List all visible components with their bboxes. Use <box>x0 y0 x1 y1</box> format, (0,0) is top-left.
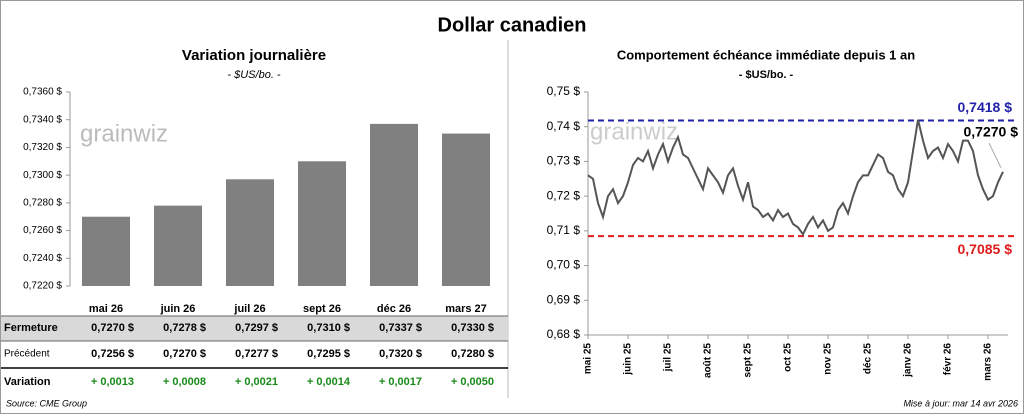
source: Source: CME Group <box>6 398 87 408</box>
leader <box>988 142 1002 169</box>
y-tick-label: 0,73 $ <box>547 154 581 168</box>
y-tick-label: 0,69 $ <box>547 292 581 306</box>
x-tick-label: juil 25 <box>663 343 674 373</box>
cell: + 0,0013 <box>91 376 134 388</box>
cell: 0,7310 $ <box>307 322 350 334</box>
y-tick-label: 0,7240 $ <box>23 253 62 264</box>
y-tick-label: 0,7360 $ <box>23 87 62 98</box>
x-tick-label: sept 25 <box>743 343 754 378</box>
reference-label: 0,7085 $ <box>958 241 1013 257</box>
cell: 0,7270 $ <box>163 348 206 360</box>
bar <box>226 179 274 286</box>
x-tick-label: sept 26 <box>303 303 341 315</box>
cell: 0,7256 $ <box>91 348 134 360</box>
chart-title: Comportement échéance immédiate depuis 1… <box>617 47 915 62</box>
y-tick-label: 0,7300 $ <box>23 170 62 181</box>
y-tick-label: 0,7320 $ <box>23 142 62 153</box>
y-tick-label: 0,71 $ <box>547 223 581 237</box>
bar <box>298 161 346 286</box>
y-tick-label: 0,75 $ <box>547 84 581 98</box>
x-tick-label: juin 25 <box>623 343 634 376</box>
x-tick-label: juil 26 <box>233 303 265 315</box>
x-tick-label: mars 27 <box>445 303 487 315</box>
y-tick-label: 0,74 $ <box>547 119 581 133</box>
x-tick-label: déc 25 <box>863 343 874 375</box>
x-tick-label: mai 26 <box>89 303 123 315</box>
cell: 0,7297 $ <box>235 322 278 334</box>
x-tick-label: mars 26 <box>983 343 994 381</box>
y-tick-label: 0,7280 $ <box>23 197 62 208</box>
cell: 0,7320 $ <box>379 348 422 360</box>
cell: + 0,0050 <box>451 376 494 388</box>
chart-subtitle: - $US/bo. - <box>227 69 281 81</box>
cell: + 0,0014 <box>307 376 351 388</box>
cell: 0,7280 $ <box>451 348 494 360</box>
cell: + 0,0017 <box>379 376 422 388</box>
bar <box>82 216 130 286</box>
x-tick-label: déc 26 <box>377 303 411 315</box>
y-tick-label: 0,70 $ <box>547 258 581 272</box>
cell: 0,7337 $ <box>379 322 422 334</box>
row-label: Variation <box>4 376 51 388</box>
x-tick-label: nov 25 <box>823 343 834 375</box>
cell: + 0,0008 <box>163 376 206 388</box>
row-label: Précédent <box>4 349 50 360</box>
updated: Mise à jour: mar 14 avr 2026 <box>903 398 1018 408</box>
x-tick-label: oct 25 <box>783 343 794 372</box>
cell: 0,7270 $ <box>91 322 134 334</box>
x-tick-label: janv 26 <box>903 343 914 378</box>
cell: 0,7277 $ <box>235 348 278 360</box>
chart-subtitle: - $US/bo. - <box>739 69 794 81</box>
bar <box>154 205 202 286</box>
y-tick-label: 0,7340 $ <box>23 114 62 125</box>
cell: 0,7330 $ <box>451 322 494 334</box>
cell: 0,7278 $ <box>163 322 206 334</box>
x-tick-label: juin 26 <box>160 303 196 315</box>
last-value-label: 0,7270 $ <box>964 124 1019 140</box>
bar <box>370 123 418 286</box>
x-tick-label: août 25 <box>703 343 714 378</box>
row-bg <box>1 316 508 341</box>
x-tick-label: mai 25 <box>583 343 594 375</box>
bar <box>442 133 490 286</box>
watermark: grainwiz <box>590 118 678 145</box>
reference-label: 0,7418 $ <box>958 99 1013 115</box>
y-tick-label: 0,72 $ <box>547 188 581 202</box>
x-tick-label: févr 26 <box>943 343 954 376</box>
y-tick-label: 0,7220 $ <box>23 281 62 292</box>
cell: 0,7295 $ <box>307 348 350 360</box>
price-line <box>587 119 1004 237</box>
y-tick-label: 0,7260 $ <box>23 225 62 236</box>
page-title: Dollar canadien <box>438 14 587 36</box>
y-tick-label: 0,68 $ <box>547 327 581 341</box>
cell: + 0,0021 <box>235 376 278 388</box>
chart-title: Variation journalière <box>182 47 326 64</box>
row-label: Fermeture <box>4 322 58 334</box>
watermark: grainwiz <box>80 120 168 147</box>
